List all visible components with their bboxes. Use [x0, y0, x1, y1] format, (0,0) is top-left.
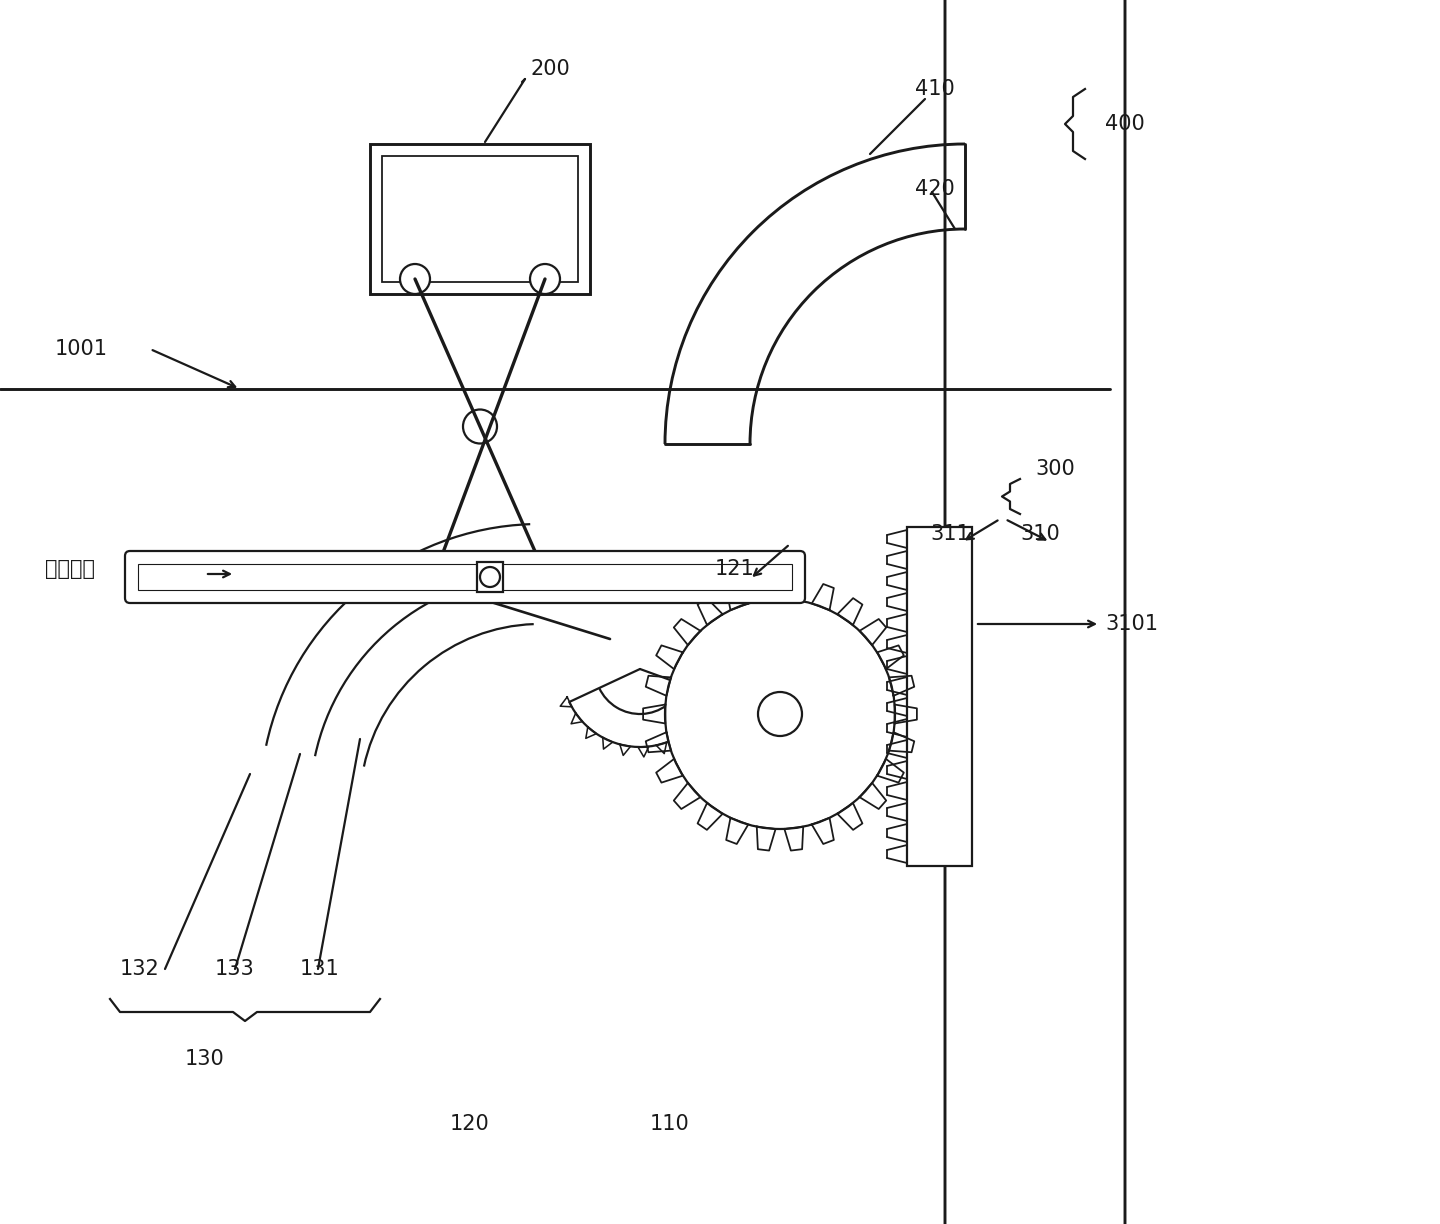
Circle shape — [400, 264, 431, 294]
Text: 420: 420 — [914, 179, 955, 200]
Text: 120: 120 — [451, 1114, 490, 1133]
FancyBboxPatch shape — [125, 551, 805, 603]
Text: 410: 410 — [914, 80, 955, 99]
Text: 121: 121 — [716, 559, 755, 579]
Bar — [382, 155, 577, 282]
Text: 200: 200 — [530, 59, 570, 80]
Bar — [907, 528, 972, 867]
Text: 第一方向: 第一方向 — [45, 559, 95, 579]
Text: 131: 131 — [300, 958, 340, 979]
Circle shape — [757, 692, 802, 736]
Text: 311: 311 — [930, 524, 969, 543]
Circle shape — [530, 264, 560, 294]
Bar — [477, 562, 503, 592]
Text: 310: 310 — [1020, 524, 1060, 543]
Text: 132: 132 — [120, 958, 160, 979]
Bar — [138, 564, 792, 590]
Circle shape — [464, 410, 497, 443]
Text: 130: 130 — [184, 1049, 225, 1069]
Text: 133: 133 — [215, 958, 255, 979]
Text: 1001: 1001 — [55, 339, 108, 359]
Text: 400: 400 — [1104, 114, 1145, 133]
Bar — [370, 144, 590, 294]
Text: 110: 110 — [649, 1114, 690, 1133]
Circle shape — [480, 567, 500, 588]
Text: 300: 300 — [1035, 459, 1074, 479]
Text: 3101: 3101 — [1104, 614, 1158, 634]
Circle shape — [665, 599, 896, 829]
FancyBboxPatch shape — [945, 0, 1125, 1224]
